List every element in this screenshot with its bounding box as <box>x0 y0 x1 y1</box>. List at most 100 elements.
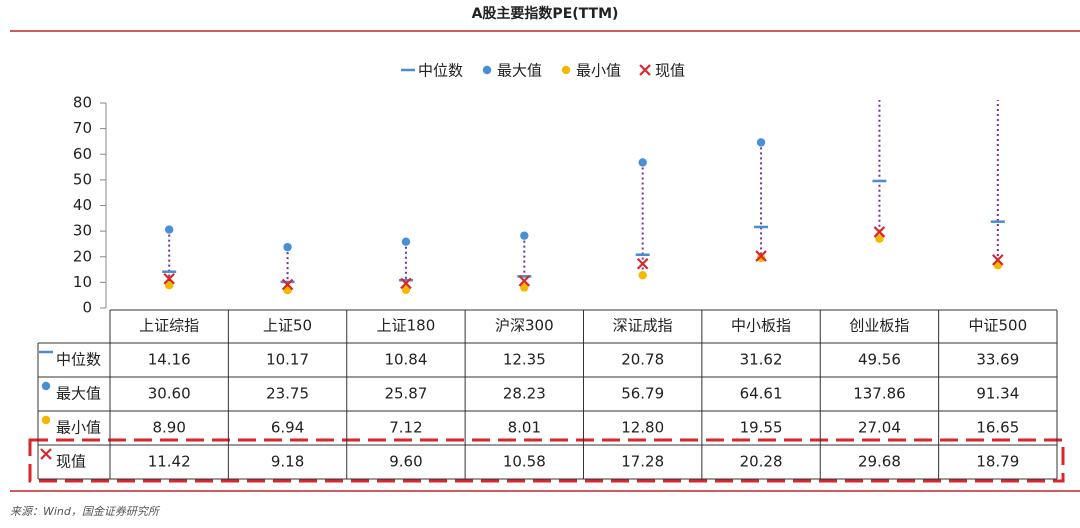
cross-mark <box>636 257 649 270</box>
y-tick-label: 20 <box>73 247 92 265</box>
table-cell: 49.56 <box>858 351 901 369</box>
y-tick-label: 70 <box>73 119 92 137</box>
table-cell: 33.69 <box>976 351 1019 369</box>
row-label: 最小值 <box>56 419 101 437</box>
dot-mark <box>482 65 492 75</box>
table-cell: 19.55 <box>740 419 783 437</box>
cross-stroke <box>163 272 175 285</box>
table-cell: 28.23 <box>503 385 546 403</box>
x-tick-label: 深证成指 <box>613 317 673 335</box>
cross-mark <box>163 272 175 285</box>
dot-mark <box>283 242 292 252</box>
table-cell: 10.58 <box>503 453 546 471</box>
highlight-box <box>28 438 1065 483</box>
dot-mark <box>875 234 884 243</box>
cross-mark <box>755 250 767 262</box>
dot-mark <box>756 138 766 147</box>
table-cell: 137.86 <box>853 385 906 403</box>
cross-mark <box>873 226 886 238</box>
cross-stroke <box>518 275 531 287</box>
table-cell: 17.28 <box>621 453 664 471</box>
dot-mark <box>994 70 1002 78</box>
table-cell: 20.78 <box>621 351 664 369</box>
dot-mark <box>164 280 174 290</box>
cross-mark <box>639 64 651 76</box>
table-cell: 20.28 <box>740 453 783 471</box>
y-tick-label: 10 <box>73 273 92 291</box>
dot-mark <box>401 285 411 294</box>
cross-mark <box>518 275 531 287</box>
cross-mark <box>992 254 1004 266</box>
cross-stroke <box>639 64 651 76</box>
cross-mark <box>40 448 52 460</box>
plot <box>162 70 1005 295</box>
dot-mark <box>401 237 411 246</box>
table-cell: 56.79 <box>621 385 664 403</box>
legend-label: 中位数 <box>418 62 463 80</box>
table-cell: 18.79 <box>976 453 1019 471</box>
legend-label: 最小值 <box>576 62 621 80</box>
y-tick-label: 50 <box>73 170 92 188</box>
table-cell: 64.61 <box>740 385 783 403</box>
table-cell: 29.68 <box>858 453 901 471</box>
cross-mark <box>281 278 294 291</box>
legend-label: 现值 <box>655 62 685 80</box>
dot-mark <box>756 253 766 263</box>
y-tick-label: 60 <box>73 145 92 163</box>
table-cell: 31.62 <box>740 351 783 369</box>
table-cell: 91.34 <box>976 385 1019 403</box>
x-tick-label: 上证180 <box>377 317 436 335</box>
row-label: 最大值 <box>56 385 101 403</box>
x-tick-label: 中证500 <box>968 317 1027 335</box>
dot-mark <box>638 271 647 280</box>
table-cell: 9.60 <box>389 453 422 471</box>
cross-stroke <box>281 278 294 291</box>
cross-stroke <box>992 254 1004 266</box>
table-cell: 11.42 <box>148 453 191 471</box>
chart-title: A股主要指数PE(TTM) <box>472 5 619 22</box>
x-tick-label: 中小板指 <box>731 317 791 335</box>
table-cell: 10.84 <box>384 351 427 369</box>
dot-mark <box>561 65 571 75</box>
cross-mark <box>400 277 412 290</box>
dot-mark <box>41 415 51 425</box>
table-cell: 7.12 <box>389 419 422 437</box>
y-tick-label: 30 <box>73 222 92 240</box>
x-tick-label: 沪深300 <box>495 317 554 335</box>
table-cell: 25.87 <box>384 385 427 403</box>
table-cell: 23.75 <box>266 385 309 403</box>
table-cell: 10.17 <box>266 351 309 369</box>
table-cell: 27.04 <box>858 419 901 437</box>
cross-stroke <box>873 226 886 238</box>
dot-mark <box>638 158 647 167</box>
table-cell: 14.16 <box>148 351 191 369</box>
table: 上证综指 上证50 上证180 沪深300 深证成指 中小板指 创业板指 中证500 中位数 14… <box>37 309 1058 480</box>
dot-mark <box>41 381 51 391</box>
x-tick-label: 创业板指 <box>849 317 909 335</box>
table-cell: 9.18 <box>271 453 304 471</box>
y-tick-label: 80 <box>73 94 92 112</box>
table-cell: 12.35 <box>503 351 546 369</box>
table-cell: 12.80 <box>621 419 664 437</box>
row-label: 现值 <box>56 453 86 471</box>
x-tick-label: 上证综指 <box>139 317 199 335</box>
table-cell: 30.60 <box>148 385 191 403</box>
table-cell: 8.01 <box>508 419 541 437</box>
row-label: 中位数 <box>56 351 101 369</box>
table-cell: 16.65 <box>976 419 1019 437</box>
table-cell: 8.90 <box>152 419 185 437</box>
dot-mark <box>164 225 174 234</box>
dot-mark <box>520 283 529 292</box>
cross-stroke <box>400 277 412 290</box>
table-cell: 6.94 <box>271 419 304 437</box>
cross-stroke <box>755 250 767 262</box>
y-tick-label: 40 <box>73 196 92 214</box>
dot-mark <box>520 231 529 240</box>
y-tick-label: 0 <box>82 299 92 317</box>
source: 来源：Wind，国金证券研究所 <box>10 505 161 518</box>
cross-stroke <box>40 448 52 460</box>
x-tick-label: 上证50 <box>263 317 312 335</box>
cross-stroke <box>636 257 649 270</box>
legend-label: 最大值 <box>497 62 542 80</box>
